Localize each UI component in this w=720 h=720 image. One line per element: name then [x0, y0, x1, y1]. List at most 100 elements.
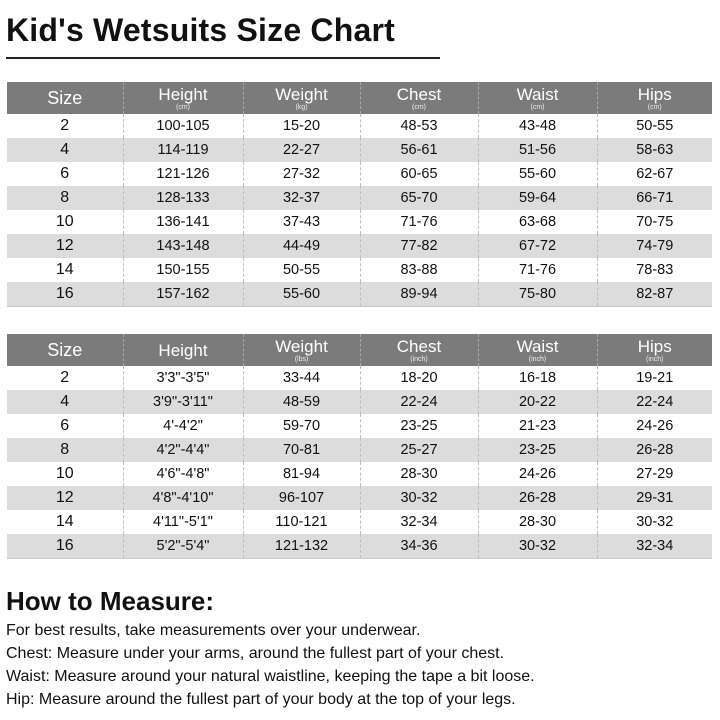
table-cell: 48-53 — [359, 114, 478, 138]
table-cell: 74-79 — [596, 234, 712, 258]
instruction-waist: Waist: Measure around your natural waist… — [6, 668, 535, 685]
size-cell: 2 — [7, 114, 123, 138]
table-row: 2 100-105 15-20 48-53 43-48 50-55 — [7, 114, 712, 138]
column-header-unit: (cm) — [176, 103, 190, 111]
table-cell: 4'6"-4'8" — [122, 462, 243, 486]
column-header-unit: (kg) — [295, 103, 308, 111]
table-cell: 82-87 — [596, 282, 712, 307]
table-cell: 71-76 — [359, 210, 478, 234]
table-cell: 30-32 — [477, 534, 597, 559]
table-row: 10 4'6"-4'8" 81-94 28-30 24-26 27-29 — [7, 462, 712, 486]
metric-size-table: Size Height (cm) Weight (kg) Chest (cm) Waist (c… — [7, 82, 712, 307]
table-cell: 44-49 — [242, 234, 360, 258]
instruction-chest: Chest: Measure under your arms, around t… — [6, 645, 505, 662]
table-cell: 24-26 — [477, 462, 597, 486]
table-cell: 21-23 — [477, 414, 597, 438]
table-cell: 4'2"-4'4" — [122, 438, 243, 462]
table-cell: 58-63 — [596, 138, 712, 162]
table-cell: 89-94 — [359, 282, 478, 307]
table-cell: 100-105 — [122, 114, 243, 138]
column-header-height: Height (cm) — [122, 82, 243, 114]
column-header-label: Chest — [396, 84, 442, 104]
table-cell: 59-64 — [477, 186, 597, 210]
column-header-label: Height — [158, 340, 208, 360]
column-header-label: Weight — [275, 84, 328, 104]
table-cell: 75-80 — [477, 282, 597, 307]
column-header-label: Size — [47, 88, 83, 108]
column-header-unit: (cm) — [647, 103, 662, 111]
size-cell: 2 — [7, 366, 123, 390]
table-cell: 96-107 — [242, 486, 360, 510]
column-header-unit: (cm) — [530, 103, 545, 111]
table-row: 16 157-162 55-60 89-94 75-80 82-87 — [7, 282, 712, 307]
table-cell: 110-121 — [242, 510, 360, 534]
table-cell: 51-56 — [477, 138, 597, 162]
column-header-height: Height — [122, 334, 243, 366]
column-header-hips: Hips (inch) — [596, 334, 712, 366]
table-cell: 32-37 — [242, 186, 360, 210]
column-header-waist: Waist (cm) — [477, 82, 597, 114]
table-cell: 55-60 — [477, 162, 597, 186]
column-header-chest: Chest (inch) — [359, 334, 478, 366]
table-cell: 121-126 — [122, 162, 243, 186]
column-header-weight: Weight (lbs) — [242, 334, 360, 366]
table-cell: 62-67 — [596, 162, 712, 186]
table-cell: 26-28 — [477, 486, 597, 510]
table-cell: 59-70 — [242, 414, 360, 438]
table-header-row: Size Height (cm) Weight (kg) Chest (cm) Waist (c… — [7, 82, 712, 114]
table-cell: 34-36 — [359, 534, 478, 559]
size-cell: 6 — [7, 414, 123, 438]
table-cell: 22-24 — [596, 390, 712, 414]
table-cell: 65-70 — [359, 186, 478, 210]
table-cell: 136-141 — [122, 210, 243, 234]
table-cell: 19-21 — [596, 366, 712, 390]
imperial-size-table: Size Height Weight (lbs) Chest (inch) Waist (in… — [7, 334, 712, 559]
table-cell: 23-25 — [477, 438, 597, 462]
table-cell: 83-88 — [359, 258, 478, 282]
size-cell: 10 — [7, 462, 123, 486]
table-cell: 32-34 — [359, 510, 478, 534]
table-cell: 3'9"-3'11" — [122, 390, 243, 414]
column-header-waist: Waist (inch) — [477, 334, 597, 366]
size-cell: 10 — [7, 210, 123, 234]
column-header-chest: Chest (cm) — [359, 82, 478, 114]
table-cell: 77-82 — [359, 234, 478, 258]
column-header-size: Size — [7, 82, 123, 114]
table-cell: 67-72 — [477, 234, 597, 258]
table-header-row: Size Height Weight (lbs) Chest (inch) Waist (in… — [7, 334, 712, 366]
column-header-unit: (inch) — [645, 355, 664, 363]
table-cell: 28-30 — [477, 510, 597, 534]
column-header-hips: Hips (cm) — [596, 82, 712, 114]
column-header-unit: (cm) — [412, 103, 426, 111]
table-cell: 33-44 — [242, 366, 360, 390]
size-cell: 12 — [7, 486, 123, 510]
column-header-unit: (inch) — [410, 355, 428, 363]
table-cell: 70-75 — [596, 210, 712, 234]
table-cell: 60-65 — [359, 162, 478, 186]
column-header-label: Height — [158, 84, 208, 104]
table-cell: 5'2"-5'4" — [122, 534, 243, 559]
table-row: 14 4'11"-5'1" 110-121 32-34 28-30 30-32 — [7, 510, 712, 534]
table-cell: 4'-4'2" — [122, 414, 243, 438]
size-cell: 14 — [7, 258, 123, 282]
size-cell: 6 — [7, 162, 123, 186]
table-row: 6 121-126 27-32 60-65 55-60 62-67 — [7, 162, 712, 186]
table-cell: 70-81 — [242, 438, 360, 462]
table-cell: 32-34 — [596, 534, 712, 559]
table-cell: 78-83 — [596, 258, 712, 282]
size-cell: 12 — [7, 234, 123, 258]
table-cell: 15-20 — [242, 114, 360, 138]
how-to-measure-instructions: For best results, take measurements over… — [6, 619, 535, 711]
column-header-label: Hips — [637, 336, 672, 356]
table-cell: 4'11"-5'1" — [122, 510, 243, 534]
table-cell: 20-22 — [477, 390, 597, 414]
table-row: 8 4'2"-4'4" 70-81 25-27 23-25 26-28 — [7, 438, 712, 462]
table-row: 8 128-133 32-37 65-70 59-64 66-71 — [7, 186, 712, 210]
size-cell: 8 — [7, 438, 123, 462]
table-cell: 66-71 — [596, 186, 712, 210]
column-header-label: Waist — [516, 336, 559, 356]
table-cell: 81-94 — [242, 462, 360, 486]
table-cell: 48-59 — [242, 390, 360, 414]
table-cell: 23-25 — [359, 414, 478, 438]
table-cell: 3'3"-3'5" — [122, 366, 243, 390]
